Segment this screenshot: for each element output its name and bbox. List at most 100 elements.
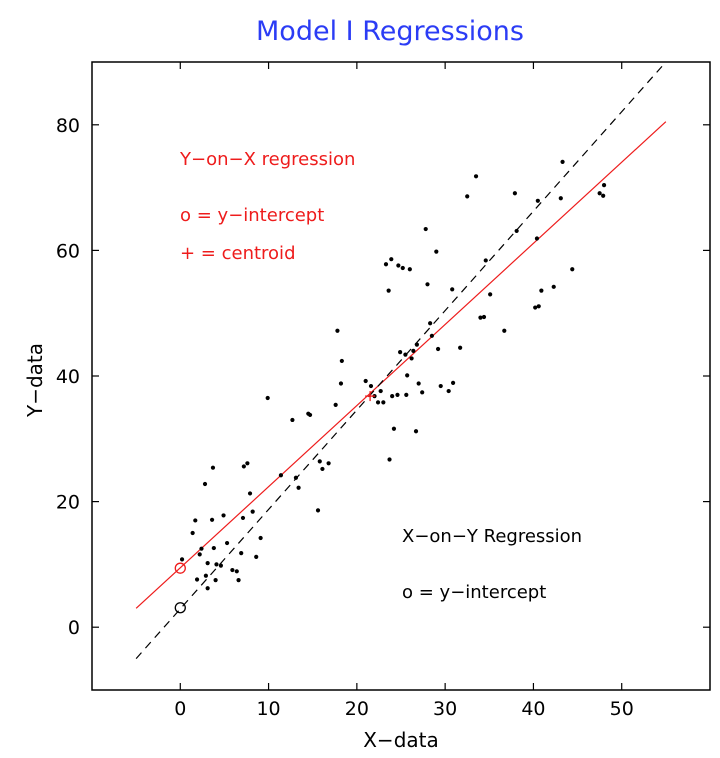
- data-point: [383, 262, 389, 267]
- data-point: [409, 356, 414, 361]
- data-point: [213, 578, 218, 583]
- data-point: [290, 417, 295, 423]
- data-point: [317, 459, 322, 464]
- data-point: [210, 465, 216, 470]
- annotation-yx-intercept: o = y−intercept: [180, 205, 324, 226]
- intercept-markers: [174, 391, 376, 614]
- y-on-x-intercept-marker: [174, 562, 186, 574]
- data-point: [512, 191, 517, 196]
- x-tick-label: 30: [433, 698, 457, 720]
- data-point: [438, 383, 443, 389]
- data-point: [481, 314, 487, 320]
- data-point: [363, 378, 368, 384]
- x-tick-label: 20: [345, 698, 369, 720]
- data-point: [387, 457, 392, 462]
- data-point: [539, 288, 544, 293]
- data-point: [333, 402, 338, 407]
- data-point: [429, 333, 434, 338]
- y-on-x-regression-line: [135, 121, 667, 609]
- data-point: [368, 383, 374, 389]
- data-point: [601, 193, 606, 198]
- data-point: [179, 557, 185, 562]
- data-point: [218, 563, 223, 568]
- data-point: [199, 546, 204, 551]
- data-point: [407, 267, 412, 272]
- data-point: [413, 429, 419, 434]
- data-point: [338, 381, 344, 386]
- data-point: [458, 345, 463, 350]
- data-point: [450, 287, 455, 292]
- x-on-y-intercept-marker: [174, 602, 186, 614]
- data-point: [398, 350, 403, 355]
- scatter-points: [179, 159, 607, 591]
- annotation-xy-intercept: o = y−intercept: [402, 582, 546, 603]
- data-point: [335, 328, 340, 333]
- data-point: [425, 282, 430, 287]
- data-point: [245, 461, 250, 466]
- data-point: [446, 388, 451, 394]
- data-point: [534, 236, 540, 241]
- data-point: [293, 475, 299, 480]
- data-point: [315, 508, 321, 513]
- data-point: [381, 400, 386, 405]
- data-point: [389, 257, 394, 262]
- data-point: [560, 159, 565, 164]
- data-point: [194, 577, 200, 582]
- chart-title: Model I Regressions: [256, 16, 524, 47]
- data-point: [535, 198, 540, 203]
- data-point: [197, 552, 202, 557]
- y-tick-label: 0: [68, 617, 80, 639]
- regression-lines: [135, 61, 667, 659]
- data-point: [434, 249, 439, 254]
- data-point: [536, 304, 541, 309]
- data-point: [473, 174, 479, 179]
- data-point: [405, 373, 410, 378]
- data-point: [203, 573, 208, 578]
- data-point: [483, 258, 488, 263]
- data-point: [395, 392, 400, 397]
- x-tick-label: 10: [256, 698, 280, 720]
- x-tick-label: 50: [610, 698, 634, 720]
- data-point: [601, 182, 607, 188]
- data-point: [502, 328, 507, 333]
- data-point: [558, 196, 563, 201]
- data-point: [250, 509, 255, 514]
- data-point: [390, 393, 395, 399]
- data-point: [435, 346, 441, 352]
- data-point: [551, 284, 556, 289]
- annotation-yx-centroid: + = centroid: [180, 243, 296, 264]
- x-axis-label: X−data: [363, 728, 439, 752]
- data-point: [202, 481, 208, 487]
- data-point: [378, 388, 383, 394]
- data-point: [240, 515, 246, 521]
- data-point: [234, 569, 239, 574]
- x-on-y-regression-line: [135, 61, 667, 659]
- data-point: [254, 554, 259, 559]
- y-tick-label: 20: [56, 492, 80, 514]
- x-tick-label: 40: [521, 698, 545, 720]
- data-point: [205, 586, 210, 591]
- data-point: [258, 535, 263, 541]
- y-tick-label: 80: [56, 115, 80, 137]
- data-point: [278, 473, 284, 478]
- data-point: [247, 491, 253, 496]
- data-point: [320, 466, 325, 472]
- data-point: [209, 517, 215, 522]
- data-point: [211, 545, 216, 551]
- data-point: [450, 380, 456, 386]
- data-point: [428, 321, 433, 326]
- data-point: [214, 562, 219, 567]
- data-point: [416, 381, 421, 386]
- data-point: [391, 426, 397, 431]
- data-point: [241, 464, 246, 469]
- data-point: [193, 518, 198, 523]
- data-point: [190, 530, 195, 536]
- data-point: [414, 342, 419, 347]
- data-point: [386, 288, 391, 293]
- data-point: [597, 191, 602, 196]
- data-point: [230, 567, 235, 573]
- data-point: [265, 395, 270, 401]
- y-axis-label: Y−data: [23, 343, 47, 418]
- data-point: [205, 561, 210, 566]
